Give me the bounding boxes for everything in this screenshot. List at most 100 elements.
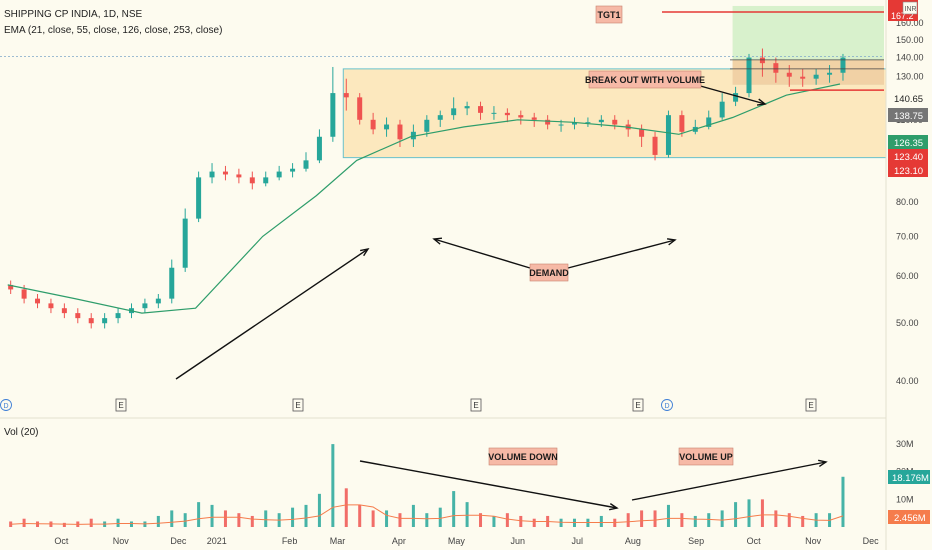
demand-right-arrow [567, 239, 676, 269]
volume-bar [197, 502, 201, 527]
volume-bar [425, 513, 429, 527]
volume-bar [707, 513, 711, 527]
candle-body [639, 129, 645, 137]
price-tick-label: 40.00 [896, 376, 919, 386]
candle-body [88, 318, 94, 324]
time-tick-label: Dec [170, 536, 187, 546]
volume-bar [331, 444, 335, 527]
time-tick-label: Feb [282, 536, 298, 546]
candle-body [464, 106, 470, 109]
annotation-volume-up[interactable]: VOLUME UP [678, 447, 734, 466]
svg-text:BREAK OUT WITH VOLUME: BREAK OUT WITH VOLUME [585, 75, 705, 85]
volume-tag-ma: 2.456M [888, 510, 930, 524]
time-tick-label: Oct [54, 536, 69, 546]
price-tag-stop2: 123.10 [888, 163, 928, 177]
volume-tick-label: 30M [896, 439, 914, 449]
candle-body [8, 284, 14, 290]
annotation-volume-down[interactable]: VOLUME DOWN [488, 447, 558, 466]
annotation-breakout[interactable]: BREAK OUT WITH VOLUME [585, 70, 705, 89]
earnings-marker [632, 398, 644, 412]
volume-bar [9, 521, 13, 527]
candle-body [679, 115, 685, 132]
price-tag-mid: 138.75 [888, 108, 928, 122]
ema-line [7, 83, 841, 314]
candle-body [437, 115, 443, 120]
time-tick-label: Aug [625, 536, 641, 546]
candle-body [410, 131, 416, 140]
time-tick-label: Dec [863, 536, 880, 546]
candle-body [478, 106, 484, 113]
candle-body [733, 93, 739, 102]
candle-body [773, 63, 779, 73]
earnings-marker [470, 398, 482, 412]
volume-up-arrow [631, 461, 827, 501]
candle-body [840, 57, 846, 73]
earnings-marker-label: E [635, 401, 640, 410]
candle-body [276, 171, 282, 178]
breakout-arrow-head [756, 98, 767, 106]
volume-bar [841, 476, 845, 527]
volume-bar [358, 504, 362, 527]
volume-bar [116, 518, 120, 527]
price-tick-label: 130.00 [896, 72, 924, 82]
volume-bar [317, 493, 321, 527]
svg-text:167.2: 167.2 [891, 11, 914, 21]
time-tick-label: Jun [511, 536, 526, 546]
candle-body [384, 124, 390, 130]
volume-bar [599, 515, 603, 527]
time-tick-label: Oct [747, 536, 762, 546]
price-tag-target: 167.2 INR [888, 0, 918, 21]
volume-bar [505, 513, 509, 527]
earnings-marker-label: E [295, 401, 300, 410]
candle-body [35, 298, 41, 304]
earnings-marker [115, 398, 127, 412]
candle-body [169, 267, 175, 299]
svg-text:18.176M: 18.176M [892, 473, 929, 484]
volume-bar [438, 507, 442, 527]
volume-bar [304, 504, 308, 527]
svg-text:138.75: 138.75 [894, 111, 923, 122]
symbol-title: SHIPPING CP INDIA, 1D, NSE [4, 9, 143, 20]
price-tag-high: 140.65 [888, 91, 928, 105]
candle-body [585, 122, 591, 124]
volume-bar [747, 499, 751, 527]
annotation-demand[interactable]: DEMAND [529, 263, 569, 282]
svg-text:123.40: 123.40 [894, 152, 923, 163]
volume-bar [156, 515, 160, 527]
volume-bar [291, 507, 295, 527]
volume-bar [653, 510, 657, 527]
earnings-marker [292, 398, 304, 412]
candle-body [290, 168, 296, 172]
volume-down-arrow [359, 460, 618, 509]
dividend-marker-label: D [664, 403, 669, 410]
candle-body [786, 72, 792, 77]
dividend-marker [661, 399, 673, 411]
volume-bar [532, 518, 536, 527]
candle-body [531, 117, 537, 120]
candle-body [827, 72, 833, 75]
volume-bar [640, 510, 644, 527]
svg-text:VOLUME UP: VOLUME UP [679, 452, 733, 462]
candle-body [451, 108, 457, 116]
candle-body [75, 313, 81, 319]
volume-bar [492, 515, 496, 527]
volume-bar [129, 521, 133, 527]
time-tick-label: Nov [805, 536, 822, 546]
annotation-tgt1[interactable]: TGT1 [595, 5, 623, 24]
candle-body [424, 119, 430, 132]
volume-up-arrow-head [818, 459, 828, 468]
trend-arrows [175, 81, 828, 511]
svg-text:TGT1: TGT1 [597, 10, 620, 20]
time-tick-label: Nov [113, 536, 130, 546]
candle-body [545, 119, 551, 125]
volume-bar [170, 510, 174, 527]
candle-body [813, 74, 819, 79]
candle-body [102, 318, 108, 324]
candle-body [222, 171, 228, 175]
earnings-marker [805, 398, 817, 412]
volume-bar [479, 513, 483, 527]
candle-body [182, 218, 188, 268]
volume-bar [398, 513, 402, 527]
candle-body [719, 101, 725, 118]
